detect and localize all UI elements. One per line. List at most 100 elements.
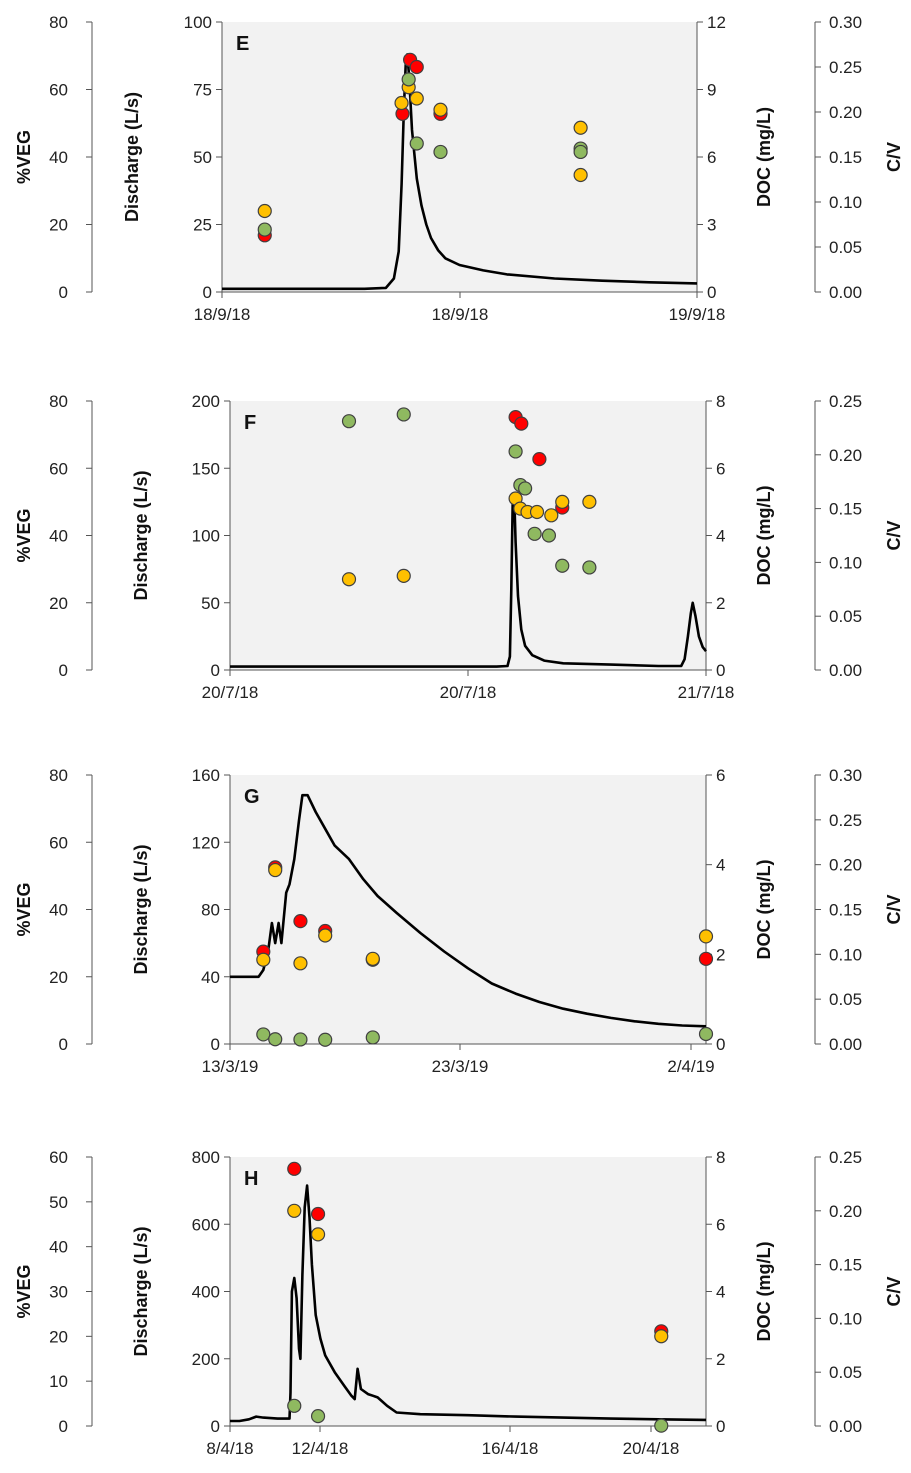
doc-tick-label: 0 bbox=[716, 1417, 725, 1436]
c-v-axis-label: C/V bbox=[884, 142, 904, 172]
discharge-tick-label: 0 bbox=[203, 283, 212, 302]
pct-veg-tick-label: 80 bbox=[49, 392, 68, 411]
discharge-line bbox=[230, 493, 708, 668]
c-v-point bbox=[409, 59, 424, 75]
pct-veg-tick-label: 40 bbox=[49, 527, 68, 546]
discharge-tick-label: 120 bbox=[192, 833, 220, 852]
c-v-point bbox=[287, 1161, 302, 1176]
pct-veg-axis-label: %VEG bbox=[14, 508, 34, 562]
doc-tick-label: 2 bbox=[716, 594, 725, 613]
c-v-tick-label: 0.15 bbox=[829, 500, 862, 519]
discharge-tick-label: 25 bbox=[193, 216, 212, 235]
discharge-tick-label: 600 bbox=[192, 1215, 220, 1234]
discharge-tick-label: 50 bbox=[193, 148, 212, 167]
doc-point bbox=[654, 1329, 669, 1344]
doc-point bbox=[341, 572, 357, 587]
pct-veg-tick-label: 20 bbox=[49, 968, 68, 987]
doc-point bbox=[310, 1227, 326, 1242]
pct-veg-tick-label: 60 bbox=[49, 833, 68, 852]
pct-veg-point bbox=[573, 144, 588, 160]
doc-point bbox=[573, 167, 588, 183]
c-v-tick-label: 0.30 bbox=[829, 13, 862, 32]
panel-label: F bbox=[244, 412, 256, 434]
discharge-tick-label: 0 bbox=[211, 1417, 220, 1436]
pct-veg-tick-label: 20 bbox=[49, 594, 68, 613]
doc-axis-label: DOC (mg/L) bbox=[754, 486, 774, 586]
x-tick-label: 18/9/18 bbox=[194, 305, 251, 324]
pct-veg-axis-label: %VEG bbox=[14, 882, 34, 936]
plot-area bbox=[222, 22, 697, 292]
c-v-tick-label: 0.05 bbox=[829, 990, 862, 1009]
pct-veg-tick-label: 40 bbox=[49, 901, 68, 920]
x-tick-label: 20/7/18 bbox=[440, 683, 497, 702]
x-tick-label: 16/4/18 bbox=[482, 1439, 539, 1458]
discharge-tick-label: 100 bbox=[184, 13, 212, 32]
discharge-line bbox=[230, 793, 707, 1028]
doc-point bbox=[293, 956, 308, 971]
pct-veg-axis-label: %VEG bbox=[14, 1264, 34, 1318]
x-tick-label: 2/4/19 bbox=[667, 1057, 714, 1076]
panel-label: G bbox=[244, 786, 260, 808]
doc-point bbox=[409, 91, 424, 106]
doc-tick-label: 0 bbox=[707, 283, 716, 302]
discharge-tick-label: 0 bbox=[211, 661, 220, 680]
doc-tick-label: 4 bbox=[716, 527, 725, 546]
doc-point bbox=[257, 203, 272, 219]
plot-area bbox=[230, 401, 706, 670]
discharge-tick-label: 0 bbox=[211, 1035, 220, 1054]
doc-point bbox=[555, 494, 570, 509]
c-v-tick-label: 0.10 bbox=[829, 553, 862, 572]
pct-veg-tick-label: 20 bbox=[49, 216, 68, 235]
doc-point bbox=[544, 508, 559, 523]
pct-veg-tick-label: 0 bbox=[59, 1417, 68, 1436]
discharge-axis-label: Discharge (L/s) bbox=[122, 92, 142, 222]
discharge-tick-label: 200 bbox=[192, 1350, 220, 1369]
c-v-tick-label: 0.05 bbox=[829, 238, 862, 257]
pct-veg-tick-label: 0 bbox=[59, 1035, 68, 1054]
pct-veg-point bbox=[654, 1418, 669, 1433]
doc-axis-label: DOC (mg/L) bbox=[754, 1242, 774, 1342]
pct-veg-point bbox=[433, 144, 448, 160]
c-v-axis-label: C/V bbox=[884, 1276, 904, 1306]
c-v-tick-label: 0.15 bbox=[829, 1256, 862, 1275]
pct-veg-tick-label: 60 bbox=[49, 81, 68, 100]
discharge-tick-label: 50 bbox=[201, 594, 220, 613]
c-v-tick-label: 0.00 bbox=[829, 661, 862, 680]
x-tick-label: 18/9/18 bbox=[432, 305, 489, 324]
discharge-axis-label: Discharge (L/s) bbox=[131, 1226, 151, 1356]
doc-tick-label: 6 bbox=[716, 459, 725, 478]
pct-veg-point bbox=[518, 481, 533, 496]
discharge-tick-label: 160 bbox=[192, 766, 220, 785]
c-v-tick-label: 0.20 bbox=[829, 446, 862, 465]
c-v-tick-label: 0.20 bbox=[829, 103, 862, 122]
pct-veg-point bbox=[698, 1026, 714, 1042]
discharge-axis-label: Discharge (L/s) bbox=[131, 470, 151, 600]
doc-point bbox=[698, 929, 714, 944]
doc-point bbox=[394, 95, 409, 111]
doc-tick-label: 8 bbox=[716, 392, 725, 411]
c-v-tick-label: 0.10 bbox=[829, 945, 862, 964]
doc-point bbox=[256, 952, 271, 967]
c-v-tick-label: 0.00 bbox=[829, 1417, 862, 1436]
pct-veg-tick-label: 0 bbox=[59, 283, 68, 302]
discharge-tick-label: 100 bbox=[192, 527, 220, 546]
pct-veg-point bbox=[310, 1409, 326, 1424]
discharge-tick-label: 75 bbox=[193, 81, 212, 100]
pct-veg-point bbox=[341, 414, 357, 429]
pct-veg-point bbox=[256, 1027, 271, 1042]
c-v-tick-label: 0.25 bbox=[829, 811, 862, 830]
pct-veg-point bbox=[582, 560, 597, 575]
c-v-tick-label: 0.15 bbox=[829, 901, 862, 920]
c-v-tick-label: 0.20 bbox=[829, 856, 862, 875]
pct-veg-point bbox=[257, 222, 272, 237]
pct-veg-point bbox=[527, 526, 542, 541]
doc-tick-label: 6 bbox=[716, 1215, 725, 1234]
x-tick-label: 13/3/19 bbox=[202, 1057, 259, 1076]
c-v-point bbox=[514, 416, 529, 431]
pct-veg-point bbox=[365, 1030, 380, 1045]
c-v-tick-label: 0.25 bbox=[829, 58, 862, 77]
doc-point bbox=[287, 1203, 302, 1218]
doc-point bbox=[582, 494, 597, 509]
